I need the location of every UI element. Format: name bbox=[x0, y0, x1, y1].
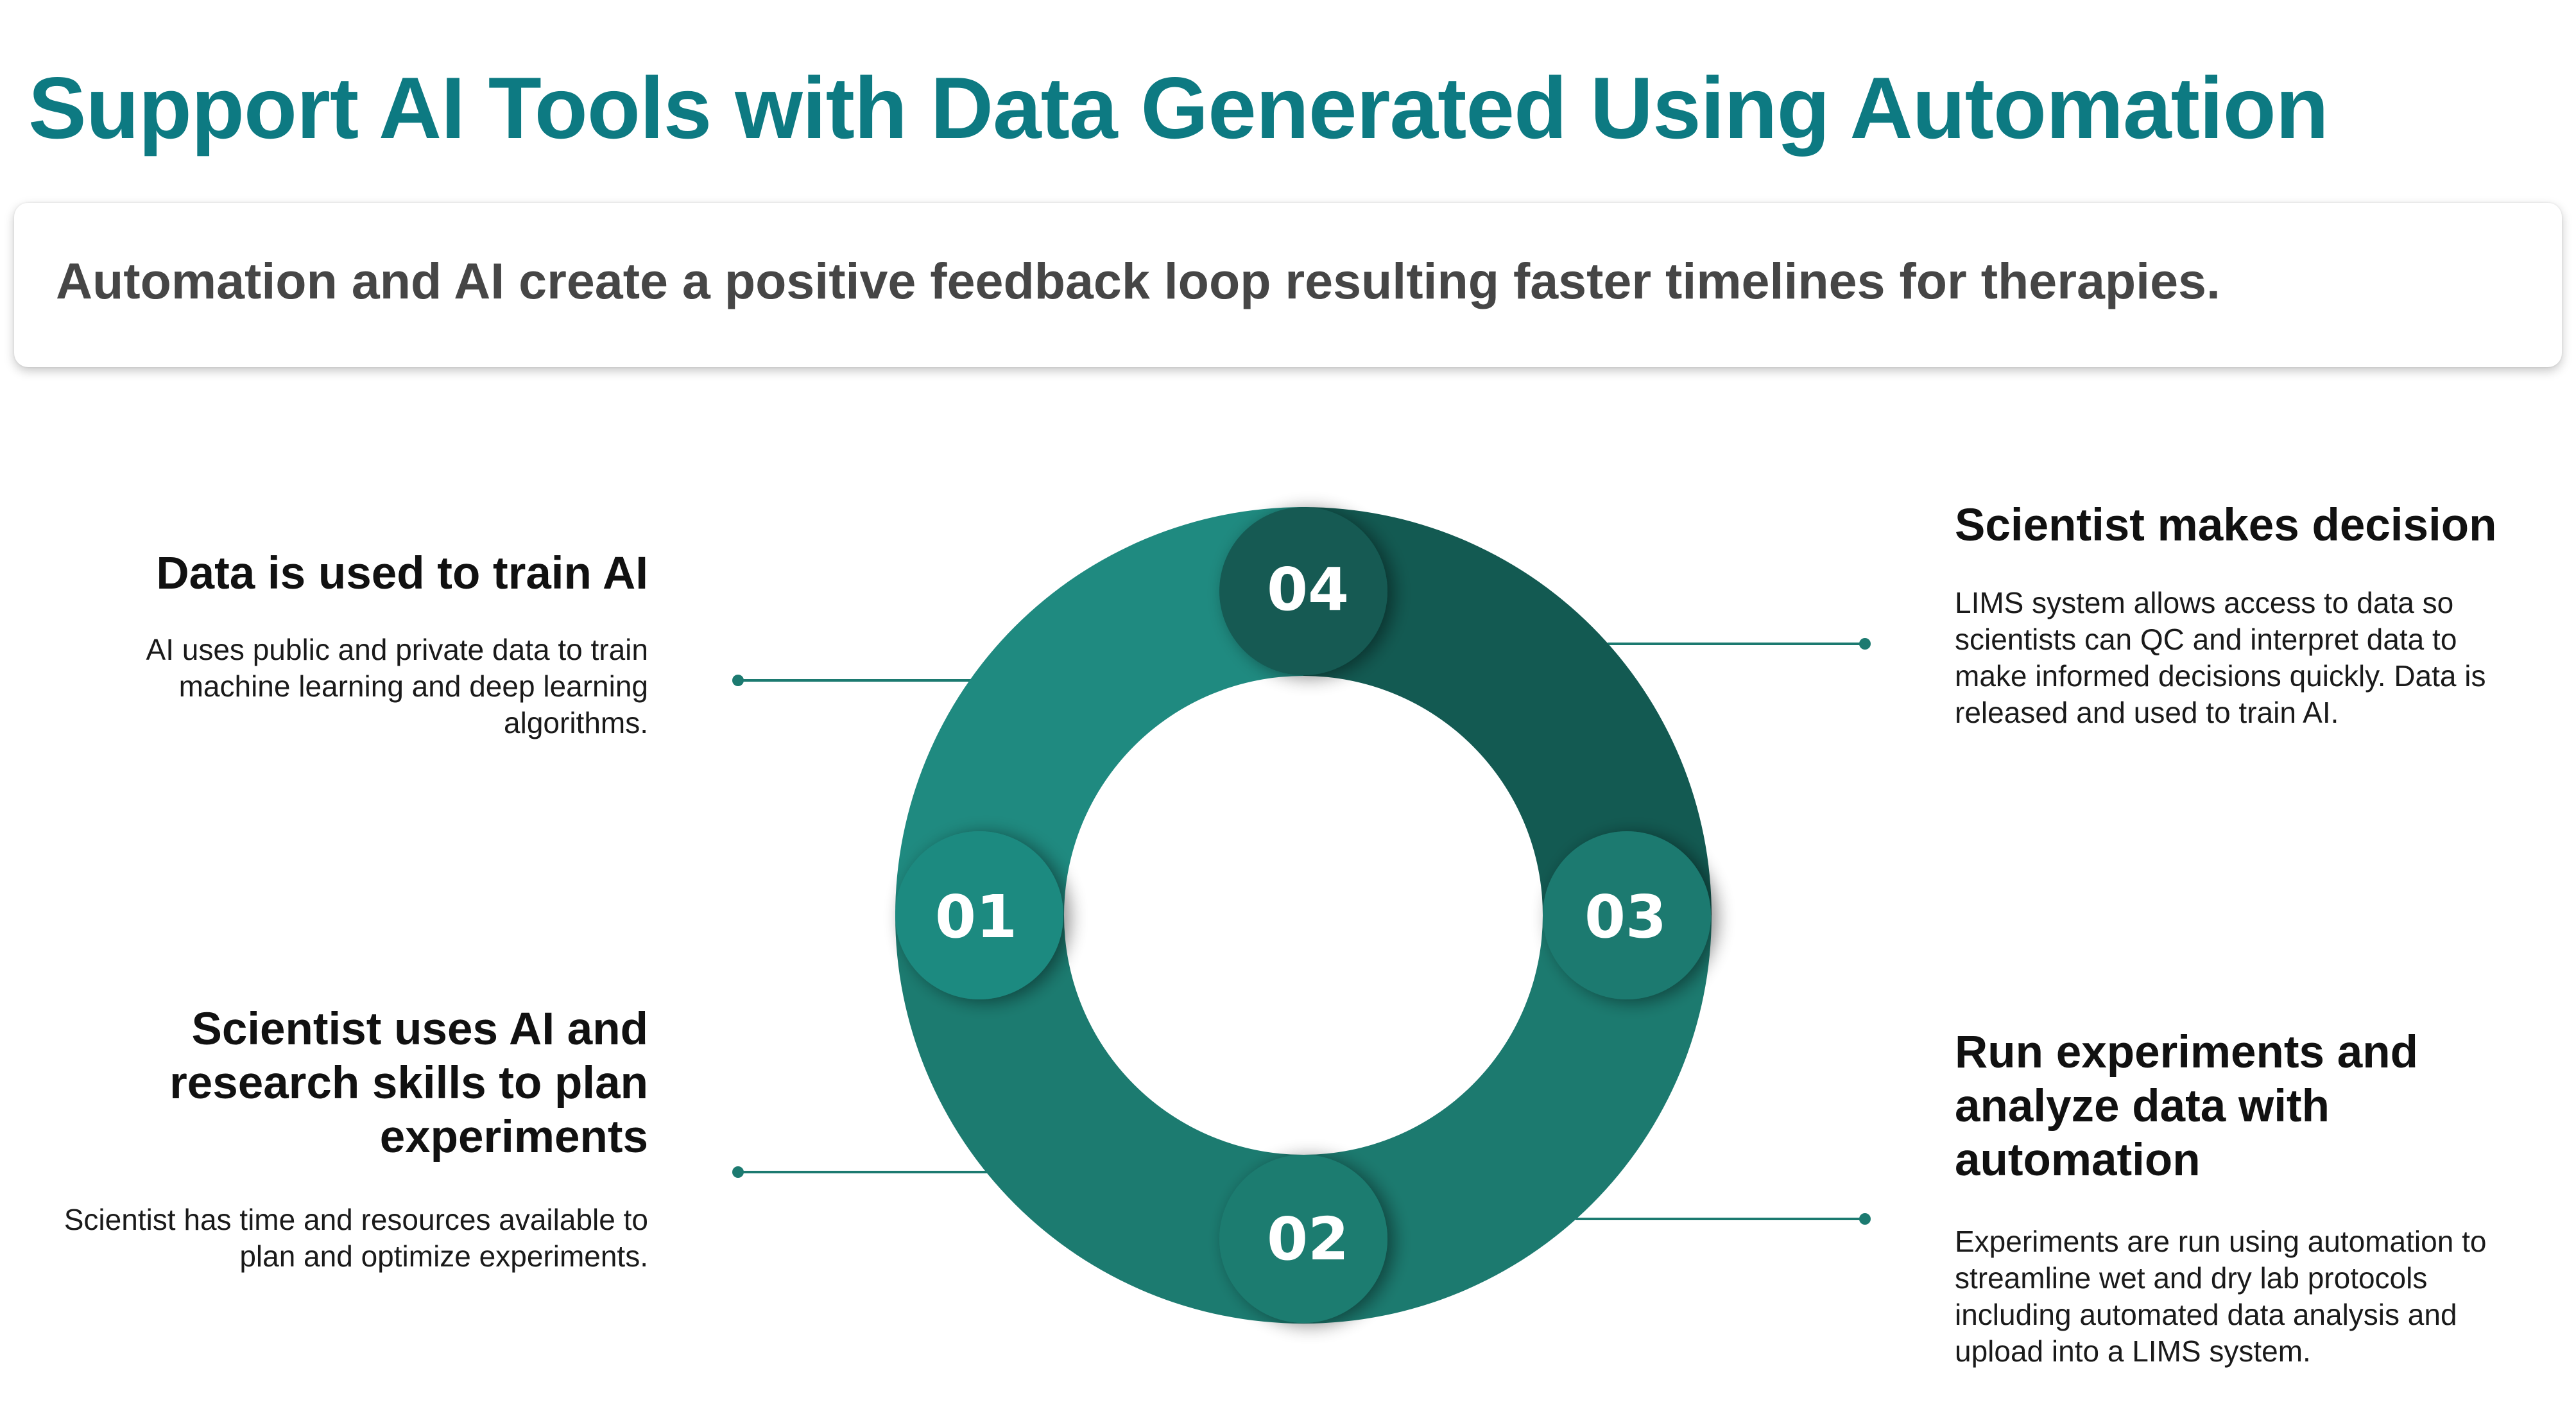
step-01-heading: Data is used to train AI bbox=[156, 548, 648, 599]
ring-caps bbox=[895, 507, 1711, 1323]
step-number-04: 04 bbox=[1267, 555, 1349, 624]
step-01-description: AI uses public and private data to train… bbox=[146, 633, 648, 739]
connector-lines bbox=[732, 638, 1871, 1225]
step-02-description: Scientist has time and resources availab… bbox=[64, 1203, 648, 1273]
subtitle-card: Automation and AI create a positive feed… bbox=[14, 203, 2562, 367]
ring-segment-04 bbox=[1303, 507, 1712, 915]
connector-03-dot bbox=[1859, 1213, 1871, 1225]
step-03-description: Experiments are run using automation to … bbox=[1955, 1225, 2487, 1368]
ring-segment-01 bbox=[895, 507, 1303, 915]
cap-04 bbox=[1219, 507, 1387, 675]
ring bbox=[895, 507, 1712, 1324]
subtitle-text: Automation and AI create a positive feed… bbox=[56, 252, 2220, 309]
cap-02 bbox=[1219, 1155, 1387, 1323]
step-number-03: 03 bbox=[1584, 883, 1667, 951]
step-numbers: 01 02 03 04 bbox=[935, 555, 1667, 1273]
cap-01 bbox=[895, 831, 1063, 999]
step-02-heading: Scientist uses AI and research skills to… bbox=[169, 1004, 648, 1162]
step-01-text: Data is used to train AI AI uses public … bbox=[58, 547, 648, 741]
step-number-01: 01 bbox=[935, 883, 1017, 951]
page-title: Support AI Tools with Data Generated Usi… bbox=[28, 59, 2329, 157]
step-03-heading: Run experiments and analyze data with au… bbox=[1955, 1027, 2418, 1186]
ring-segment-03 bbox=[1303, 915, 1712, 1324]
step-03-text: Run experiments and analyze data with au… bbox=[1955, 1026, 2532, 1370]
ring-segment-02 bbox=[895, 915, 1303, 1324]
step-04-text: Scientist makes decision LIMS system all… bbox=[1955, 499, 2532, 731]
step-02-text: Scientist uses AI and research skills to… bbox=[58, 1003, 648, 1275]
step-04-heading: Scientist makes decision bbox=[1955, 500, 2497, 551]
step-04-description: LIMS system allows access to data so sci… bbox=[1955, 586, 2486, 729]
cap-03 bbox=[1543, 831, 1711, 999]
connector-04-dot bbox=[1859, 638, 1871, 650]
step-number-02: 02 bbox=[1267, 1205, 1349, 1273]
connector-01-dot bbox=[732, 675, 744, 686]
connector-02-dot bbox=[732, 1166, 744, 1178]
